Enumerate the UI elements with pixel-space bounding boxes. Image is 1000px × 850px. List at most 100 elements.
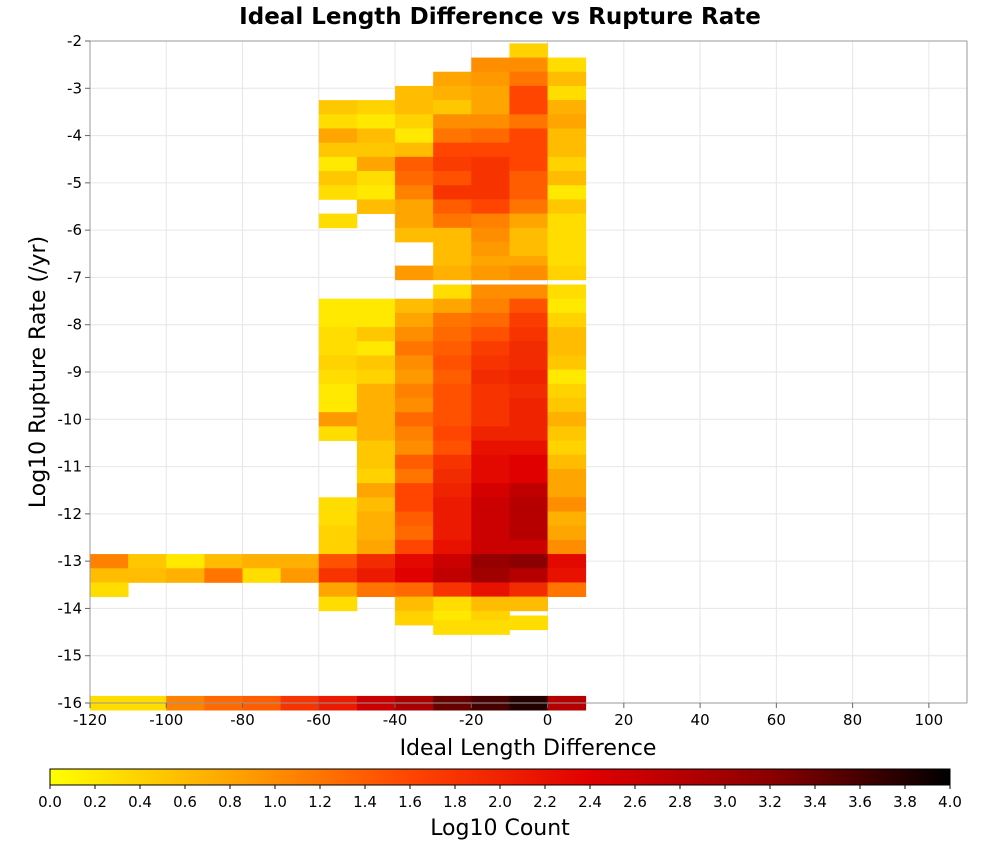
heatmap-cell [395,568,434,583]
heatmap-cell [318,383,358,399]
heatmap-cell [547,341,587,356]
heatmap-cell [547,85,587,101]
heatmap-cell [356,454,396,470]
heatmap-cell [547,568,587,583]
heatmap-cell [90,554,129,569]
colorbar-tick-label: 3.6 [848,793,872,811]
heatmap-cell [509,142,548,158]
heatmap-cell [471,383,510,399]
heatmap-cell [90,582,129,598]
heatmap-cell [242,568,282,583]
heatmap-cell [318,398,358,413]
heatmap-cell [395,341,434,356]
heatmap-cell [433,398,472,413]
heatmap-cell [356,298,396,314]
heatmap-cell [433,426,472,441]
heatmap-cell [433,185,472,200]
heatmap-cell [509,454,548,470]
heatmap-cell [395,412,434,427]
colorbar-tick-label: 1.4 [353,793,377,811]
heatmap-cell [471,483,510,498]
heatmap-cell [509,596,548,612]
heatmap-cell [356,525,396,541]
heatmap-cell [547,539,587,555]
colorbar-tick-label: 1.8 [443,793,467,811]
heatmap-cell [128,554,167,569]
heatmap-cell [395,582,434,598]
heatmap-cell [471,369,510,385]
heatmap-cell [356,440,396,456]
heatmap-cell [356,539,396,555]
heatmap-cell [471,199,510,214]
colorbar-tick-label: 1.0 [263,793,287,811]
heatmap-cell [318,156,358,172]
heatmap-cell [509,369,548,385]
heatmap-cell [471,341,510,356]
heatmap-cell [471,227,510,243]
heatmap-cell [471,511,510,527]
heatmap-cell [395,298,434,314]
heatmap-cell [356,554,396,569]
heatmap-cell [509,582,548,598]
x-axis-ticks: -120 -100 -80 -60 -40 -20 0 20 40 60 80 100 [73,703,943,729]
heatmap-cell [433,199,472,214]
heatmap-cell [395,265,434,281]
heatmap-cell [356,483,396,498]
heatmap-cell [509,412,548,427]
heatmap-cell [509,355,548,371]
heatmap-cell [471,100,510,115]
heatmap-cell [509,100,548,115]
heatmap-cell [395,355,434,371]
heatmap-cell [471,142,510,158]
colorbar-tick-label: 0.2 [83,793,107,811]
heatmap-cell [547,355,587,371]
heatmap-cell [471,71,510,87]
colorbar [49,768,951,786]
heatmap-cell [509,383,548,399]
heatmap-cell [547,156,587,172]
heatmap-cell [509,497,548,512]
heatmap-cell [471,497,510,512]
heatmap-cell [509,525,548,541]
heatmap-cell [547,468,587,484]
heatmap-cell [318,369,358,385]
heatmap-cell [318,327,358,342]
heatmap-cell [356,171,396,186]
colorbar-tick-label: 2.0 [488,793,512,811]
heatmap-cell [356,568,396,583]
heatmap-cell [433,128,472,144]
heatmap-cell [509,615,548,631]
heatmap-cell [318,511,358,527]
x-tick-label: 60 [767,711,786,729]
heatmap-cell [509,539,548,555]
heatmap-cell [471,554,510,569]
y-tick-label: -11 [58,458,83,476]
heatmap-cell [433,568,472,583]
heatmap-cell [471,355,510,371]
heatmap-cell [433,483,472,498]
heatmap-cell [547,511,587,527]
heatmap-cell [471,57,510,73]
heatmap-cell [547,497,587,512]
heatmap-cell [356,412,396,427]
heatmap-cell [356,100,396,115]
heatmap-cell [509,312,548,328]
heatmap-cell [547,383,587,399]
heatmap-cell [395,398,434,413]
heatmap-cell [318,298,358,314]
heatmap-cell [471,468,510,484]
colorbar-tick-label: 0.6 [173,793,197,811]
heatmap-cell [166,568,205,583]
colorbar-tick-label: 3.2 [758,793,782,811]
y-axis-label: Log10 Rupture Rate (/yr) [26,236,51,508]
heatmap-cell [356,582,396,598]
heatmap-cell [433,71,472,87]
heatmap-cell [471,213,510,229]
heatmap-cell [166,554,205,569]
heatmap-cell [509,185,548,200]
heatmap-cell [509,57,548,73]
heatmap-cell [547,454,587,470]
heatmap-cell [509,511,548,527]
heatmap-cell [471,171,510,186]
x-tick-label: -60 [307,711,332,729]
